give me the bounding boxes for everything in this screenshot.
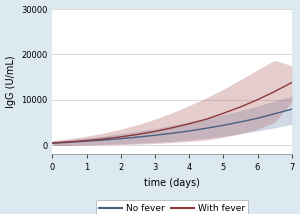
Legend: No fever, With fever: No fever, With fever (96, 200, 248, 214)
Y-axis label: IgG (U/mL): IgG (U/mL) (6, 55, 16, 108)
X-axis label: time (days): time (days) (144, 178, 200, 188)
